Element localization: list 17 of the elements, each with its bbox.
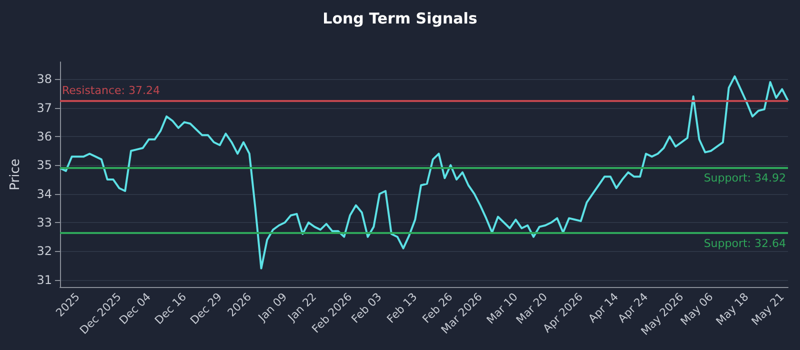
y-axis-title: Price (8, 158, 23, 190)
y-tick-label: 32 (36, 244, 52, 258)
y-tick-label: 31 (36, 272, 52, 287)
y-tick-label: 33 (36, 216, 52, 230)
ref-line-label: Support: 32.64 (704, 236, 786, 250)
y-tick-label: 38 (36, 72, 52, 86)
y-tick-label: 37 (36, 100, 52, 115)
y-tick-label: 34 (36, 186, 52, 201)
chart-title: Long Term Signals (322, 10, 478, 28)
ref-line-label: Support: 34.92 (704, 171, 786, 184)
x-tick-label: Dec 16 (152, 290, 189, 327)
line-series (59, 75, 789, 270)
y-tick-label: 35 (36, 158, 52, 172)
y-tick-label: 36 (36, 130, 52, 144)
x-tick-label: Feb 13 (384, 290, 420, 326)
ref-line-label: Resistance: 37.24 (62, 84, 160, 97)
x-tick-label: Dec 29 (188, 290, 224, 327)
